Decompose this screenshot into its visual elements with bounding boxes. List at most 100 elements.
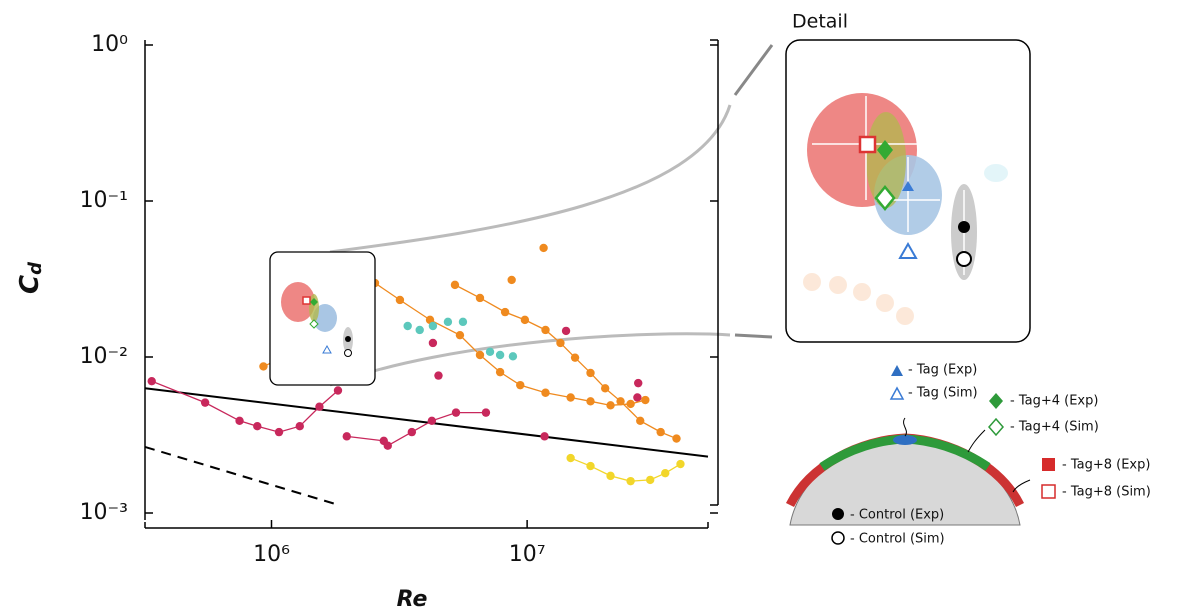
data-point bbox=[606, 401, 615, 410]
data-point bbox=[451, 408, 461, 417]
data-point bbox=[475, 293, 485, 303]
detail-title: Detail bbox=[792, 11, 848, 33]
data-point bbox=[586, 368, 595, 378]
pointer bbox=[903, 417, 907, 437]
reference-line bbox=[144, 446, 341, 507]
data-point bbox=[507, 275, 516, 285]
data-point bbox=[315, 402, 324, 411]
tag bbox=[893, 435, 917, 445]
data-point bbox=[520, 315, 530, 325]
data-point bbox=[253, 422, 262, 431]
data-point bbox=[333, 386, 343, 395]
marker bbox=[345, 336, 351, 342]
pointer bbox=[967, 429, 986, 453]
legend-marker bbox=[831, 531, 845, 545]
legend-label: - Control (Sim) bbox=[850, 532, 945, 547]
data-point bbox=[656, 427, 665, 437]
x-tick-label: 10⁶ bbox=[253, 542, 290, 567]
data-point bbox=[570, 353, 580, 362]
data-point bbox=[274, 427, 284, 437]
x-tick-label: 10⁷ bbox=[509, 542, 546, 567]
data-point bbox=[455, 330, 465, 340]
data-point bbox=[636, 416, 645, 425]
marker bbox=[874, 185, 896, 211]
legend-label: - Tag+4 (Exp) bbox=[1010, 394, 1098, 409]
legend-marker bbox=[988, 417, 1004, 437]
data-point bbox=[403, 321, 412, 331]
legend-marker bbox=[891, 365, 903, 376]
data-point bbox=[458, 317, 468, 327]
data-point bbox=[600, 384, 610, 393]
data-point bbox=[415, 325, 424, 335]
series-line bbox=[346, 411, 486, 447]
legend-label: - Tag+8 (Exp) bbox=[1062, 458, 1150, 473]
marker bbox=[310, 298, 318, 306]
data-point bbox=[428, 338, 438, 348]
data-point bbox=[634, 378, 643, 388]
data-point bbox=[428, 321, 438, 331]
legend-label: - Control (Exp) bbox=[850, 508, 944, 523]
data-point bbox=[495, 367, 505, 377]
region bbox=[313, 304, 337, 332]
marker bbox=[898, 241, 918, 259]
plot-area: 10⁻³ 10⁻² 10⁻¹ 10⁰ 10⁶ 10⁷ bbox=[80, 32, 719, 567]
data-point bbox=[626, 476, 635, 486]
marker bbox=[344, 349, 352, 357]
y-tick-label: 10⁻² bbox=[80, 344, 128, 369]
data-point bbox=[586, 461, 595, 471]
data-point bbox=[539, 243, 548, 253]
data-point bbox=[500, 307, 510, 317]
region bbox=[281, 282, 315, 322]
marker bbox=[309, 319, 319, 329]
y-tick-label: 10⁻³ bbox=[80, 500, 128, 525]
data-point bbox=[342, 432, 351, 441]
data-point bbox=[541, 388, 550, 397]
data-point bbox=[508, 352, 518, 361]
data-point bbox=[481, 408, 491, 417]
legend-marker bbox=[1041, 484, 1056, 499]
data-point bbox=[556, 338, 565, 348]
series-line bbox=[151, 380, 339, 433]
marker bbox=[858, 135, 877, 154]
data-point bbox=[259, 362, 268, 371]
data-point bbox=[645, 475, 655, 485]
data-point bbox=[434, 371, 443, 380]
data-point bbox=[586, 397, 595, 406]
inset-detail: Detail bbox=[785, 11, 1031, 343]
reference-line bbox=[144, 387, 709, 458]
data-point bbox=[633, 393, 642, 402]
data-point bbox=[672, 434, 681, 443]
data-point bbox=[147, 376, 156, 386]
connector bbox=[734, 333, 773, 339]
faded-points bbox=[803, 164, 1008, 325]
data-point bbox=[676, 459, 685, 469]
data-point bbox=[475, 350, 485, 360]
data-point bbox=[395, 295, 405, 305]
legend-label: - Tag (Exp) bbox=[908, 363, 977, 378]
legend-marker bbox=[989, 393, 1003, 409]
marker bbox=[958, 221, 970, 233]
marker bbox=[877, 140, 893, 160]
data-point bbox=[541, 325, 550, 335]
data-point bbox=[383, 441, 392, 450]
marker bbox=[302, 296, 311, 305]
data-point bbox=[200, 398, 210, 407]
data-point bbox=[661, 468, 670, 478]
data-point bbox=[495, 350, 505, 360]
data-point bbox=[295, 422, 304, 431]
y-axis-label: Cd bbox=[15, 261, 47, 294]
data-point bbox=[606, 471, 615, 481]
legend-label: - Tag (Sim) bbox=[908, 386, 978, 401]
data-point bbox=[450, 280, 460, 290]
connector bbox=[733, 44, 774, 96]
legend-label: - Tag+4 (Sim) bbox=[1010, 420, 1099, 435]
y-label-sub: d bbox=[25, 261, 46, 275]
data-point bbox=[485, 347, 495, 356]
legend-marker bbox=[832, 508, 844, 520]
marker bbox=[902, 181, 914, 191]
data-point bbox=[641, 395, 650, 405]
x-axis-label: Re bbox=[397, 587, 428, 612]
connector bbox=[329, 104, 732, 254]
marker bbox=[956, 251, 972, 267]
